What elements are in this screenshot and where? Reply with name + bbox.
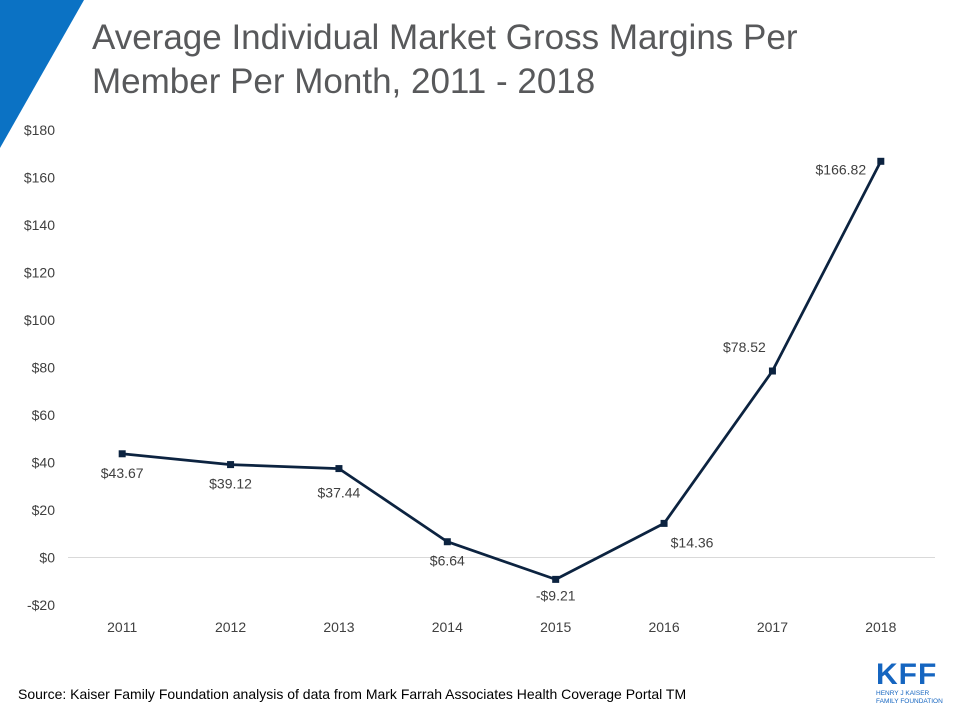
page-title: Average Individual Market Gross Margins … [92,16,912,104]
data-label: $78.52 [723,339,766,355]
logo-wordmark: KFF [876,658,938,691]
data-point-marker [552,575,560,583]
x-tick-label: 2011 [107,619,137,635]
data-point-marker [660,519,668,527]
series-line [122,160,883,581]
y-tick-label: $80 [32,360,56,376]
data-point-marker [443,538,451,546]
data-label: $6.64 [430,553,465,569]
title-line-1: Average Individual Market Gross Margins … [92,18,798,57]
corner-accent-shape [0,0,84,148]
y-tick-label: $160 [24,170,55,186]
logo-subtitle-line-1: HENRY J KAISER [876,690,930,697]
data-label: -$9.21 [536,587,576,603]
y-tick-label: $120 [24,265,55,281]
data-point-marker [768,367,776,375]
kff-logo: KFF HENRY J KAISER FAMILY FOUNDATION [876,660,948,710]
data-label: $39.12 [209,476,252,492]
y-tick-label: $60 [32,407,56,423]
data-point-marker [335,465,343,473]
x-tick-label: 2015 [540,619,571,635]
data-point-marker [227,461,235,469]
y-tick-label: -$20 [27,597,55,613]
y-tick-label: $0 [39,550,55,566]
x-tick-label: 2014 [432,619,463,635]
x-tick-label: 2013 [323,619,354,635]
source-note: Source: Kaiser Family Foundation analysi… [18,686,687,702]
y-tick-label: $140 [24,217,55,233]
logo-subtitle-line-2: FAMILY FOUNDATION [876,698,943,705]
data-label: $43.67 [101,465,144,481]
data-label: $37.44 [318,485,361,501]
title-line-2: Member Per Month, 2011 - 2018 [92,62,596,101]
x-tick-label: 2018 [865,619,896,635]
y-tick-label: $20 [32,502,56,518]
x-tick-label: 2012 [215,619,246,635]
data-label: $14.36 [671,534,714,550]
data-label: $166.82 [816,161,867,177]
x-tick-label: 2016 [648,619,679,635]
y-tick-label: $40 [32,455,56,471]
y-tick-label: $180 [24,122,55,138]
x-tick-label: 2017 [757,619,788,635]
data-point-marker [877,157,885,165]
y-tick-label: $100 [24,312,55,328]
data-point-marker [118,450,126,458]
